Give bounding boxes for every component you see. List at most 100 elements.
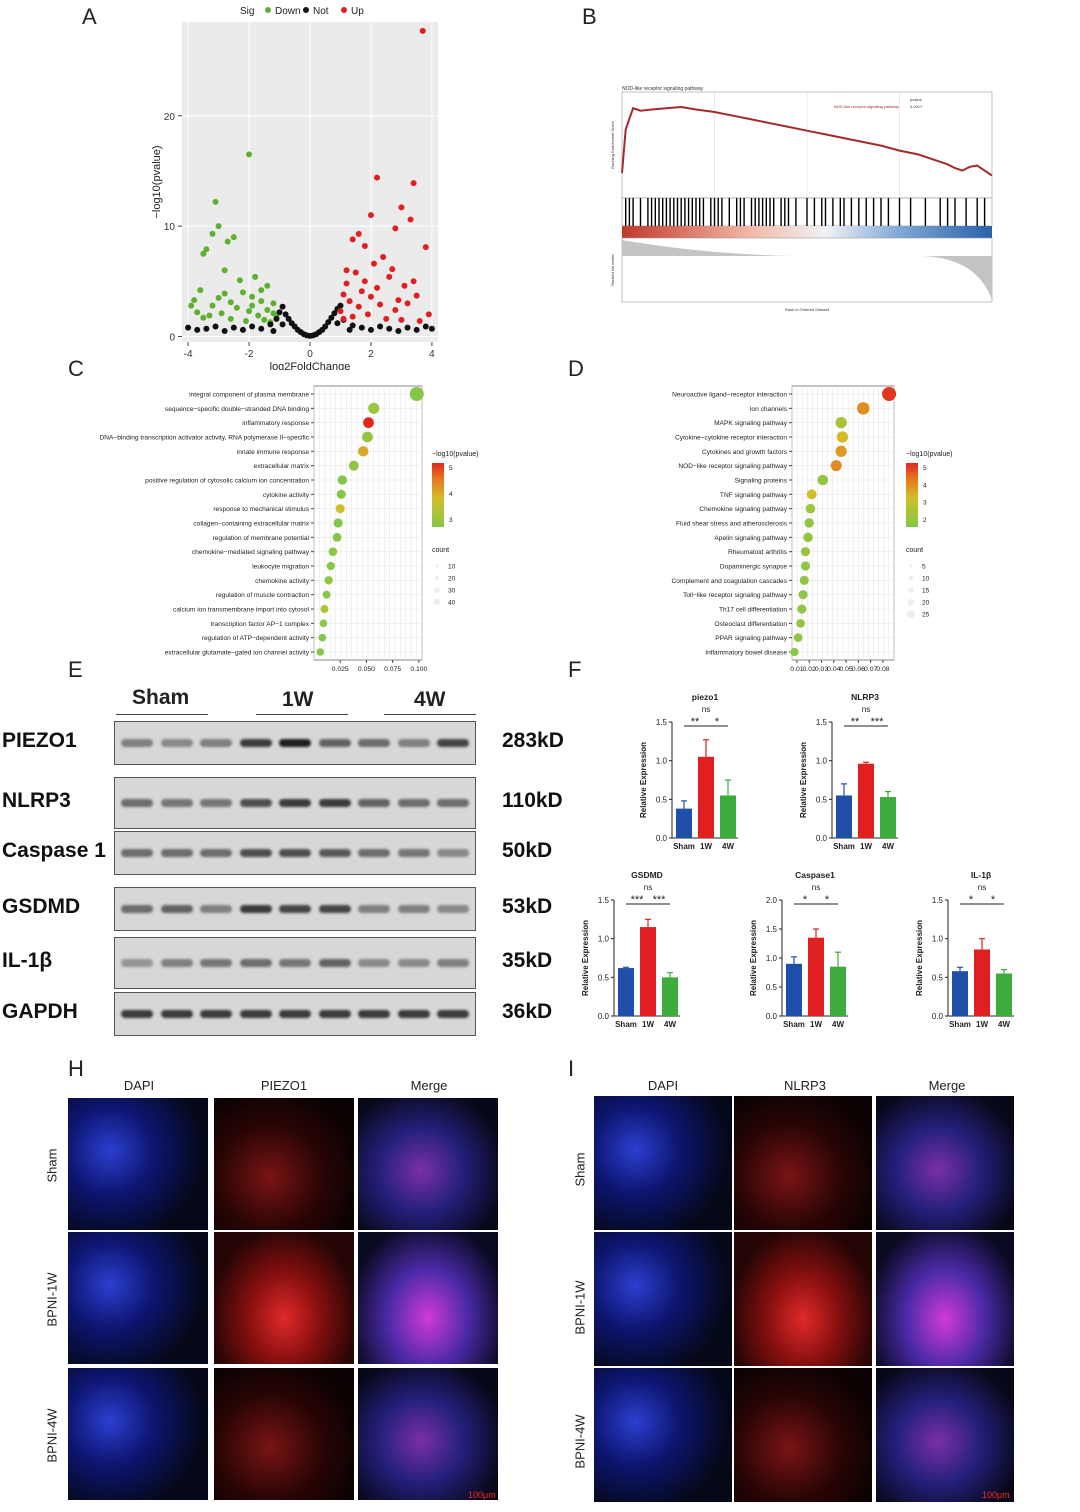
color-legend-tick: 5 — [449, 465, 453, 472]
enrichment-dot — [790, 647, 799, 657]
point-up — [349, 236, 356, 243]
y-tick-label: 20 — [164, 112, 176, 123]
blot-band — [239, 799, 272, 807]
if-i-col-dapi: DAPI — [647, 1078, 679, 1093]
point-up — [352, 269, 359, 276]
point-not — [322, 323, 329, 330]
point-up — [355, 230, 362, 237]
bar-sham — [836, 795, 852, 838]
category-label: Rheumatoid arthritis — [728, 549, 788, 556]
category-label: leukocyte migration — [252, 564, 309, 571]
point-up — [425, 311, 432, 318]
point-down — [224, 238, 231, 245]
bar-chart-title: Caspase1 — [795, 870, 835, 880]
color-legend-title: −log10(pvalue) — [906, 451, 953, 458]
western-blot-panel: Sham 1W 4W PIEZO1 283kD NLRP3 110kD Caspase … — [0, 680, 580, 1040]
point-down — [264, 282, 271, 289]
if-i-col-nlrp3: NLRP3 — [784, 1078, 826, 1093]
size-legend-tick: 10 — [922, 576, 930, 583]
point-down — [270, 300, 277, 307]
point-up — [386, 273, 393, 280]
blot-band — [358, 799, 390, 807]
if-h-scale-bar: 100μm — [468, 1490, 496, 1500]
point-not — [395, 327, 402, 334]
category-label: regulation of ATP−dependent activity — [202, 635, 310, 642]
if-i-scale-bar: 100μm — [982, 1490, 1010, 1500]
category-label: positive regulation of cytosolic calcium… — [145, 478, 309, 485]
significance-label: * — [991, 894, 996, 906]
y-tick-label: 0.0 — [932, 1012, 944, 1021]
point-down — [200, 250, 207, 257]
category-label: Cytokine−cytokine receptor interaction — [675, 435, 787, 442]
point-down — [246, 308, 253, 315]
point-down — [218, 310, 225, 317]
enrichment-dot — [836, 431, 849, 443]
y-tick-label: 1.0 — [656, 757, 668, 766]
panel-label-a: A — [82, 4, 97, 29]
protein-label: NLRP3 — [2, 789, 71, 812]
size-legend-tick: 20 — [922, 600, 930, 607]
x-tick-label: 0.03 — [815, 666, 828, 673]
bar-chart-nlrp3: NLRP3 0.0 0.5 1.0 1.5 Relative Expression Sham… — [799, 692, 898, 851]
category-label: TNF signaling pathway — [720, 492, 788, 499]
x-tick-label: 4 — [429, 349, 435, 360]
if-image-tile — [876, 1232, 1014, 1366]
panel-label-e: E — [68, 657, 83, 682]
blot-band — [200, 799, 232, 807]
point-not — [404, 324, 411, 331]
bar-1w — [640, 927, 656, 1016]
blot-strip — [114, 721, 476, 765]
color-legend-bar — [432, 463, 444, 527]
point-up — [358, 288, 365, 295]
molecular-weight-label: 110kD — [502, 789, 563, 812]
point-down — [212, 198, 219, 205]
category-label: Sham — [615, 1020, 637, 1029]
if-panel-i: DAPI NLRP3 Merge Sham BPNI-1W BPNI-4W 10… — [540, 1070, 1080, 1505]
enrichment-dot — [363, 417, 374, 429]
size-legend-tick: 40 — [448, 600, 456, 607]
y-axis-label: Relative Expression — [915, 920, 924, 996]
y-tick-label: 2.0 — [766, 896, 778, 905]
point-down — [191, 297, 198, 304]
y-tick-label: 0.5 — [932, 973, 944, 982]
if-i-row-sham: Sham — [572, 1152, 588, 1187]
category-label: 1W — [860, 842, 872, 851]
group-label-1w: 1W — [282, 688, 314, 711]
bar-sham — [676, 808, 692, 838]
blot-strip — [114, 831, 476, 875]
blot-strip — [114, 887, 476, 931]
category-label: 4W — [832, 1020, 844, 1029]
es-plot-title: NOD-like receptor signaling pathway — [622, 86, 704, 92]
blot-band — [200, 959, 232, 967]
volcano-plot: -4 -2 0 2 4 0 10 20 log2FoldChange −log10(pvalue)… — [151, 6, 438, 370]
point-up — [367, 293, 374, 300]
point-not — [270, 327, 277, 334]
category-label: integral component of plasma membrane — [189, 392, 309, 399]
blot-band — [279, 799, 311, 807]
point-not — [258, 325, 265, 332]
blot-band — [358, 849, 390, 857]
bar-chart-gsdmd: GSDMD 0.0 0.5 1.0 1.5 Relative Expression Sham… — [581, 870, 680, 1029]
metric-y-label: Ranked list metric — [610, 254, 615, 286]
point-not — [358, 324, 365, 331]
if-image-tile — [734, 1232, 872, 1366]
y-tick-label: 0.0 — [656, 834, 668, 843]
x-tick-label: -2 — [245, 349, 254, 360]
size-legend-tick: 30 — [448, 588, 456, 595]
significance-label: ** — [851, 716, 860, 728]
enrichment-dot — [368, 402, 380, 414]
gsea-plot: NOD-like receptor signaling pathway Runni… — [610, 86, 993, 312]
blot-band — [160, 799, 193, 807]
color-legend-tick: 4 — [449, 491, 453, 498]
category-label: Signaling proteins — [735, 478, 788, 485]
blot-band — [397, 905, 430, 913]
bar-4w — [662, 977, 678, 1016]
legend-swatch-down — [265, 7, 271, 13]
enrichment-dot — [835, 417, 847, 429]
point-not — [194, 326, 201, 333]
molecular-weight-label: 50kD — [502, 839, 553, 862]
point-up — [413, 292, 420, 299]
point-down — [203, 246, 210, 253]
category-label: PPAR signaling pathway — [715, 635, 787, 642]
bar-1w — [974, 949, 990, 1016]
